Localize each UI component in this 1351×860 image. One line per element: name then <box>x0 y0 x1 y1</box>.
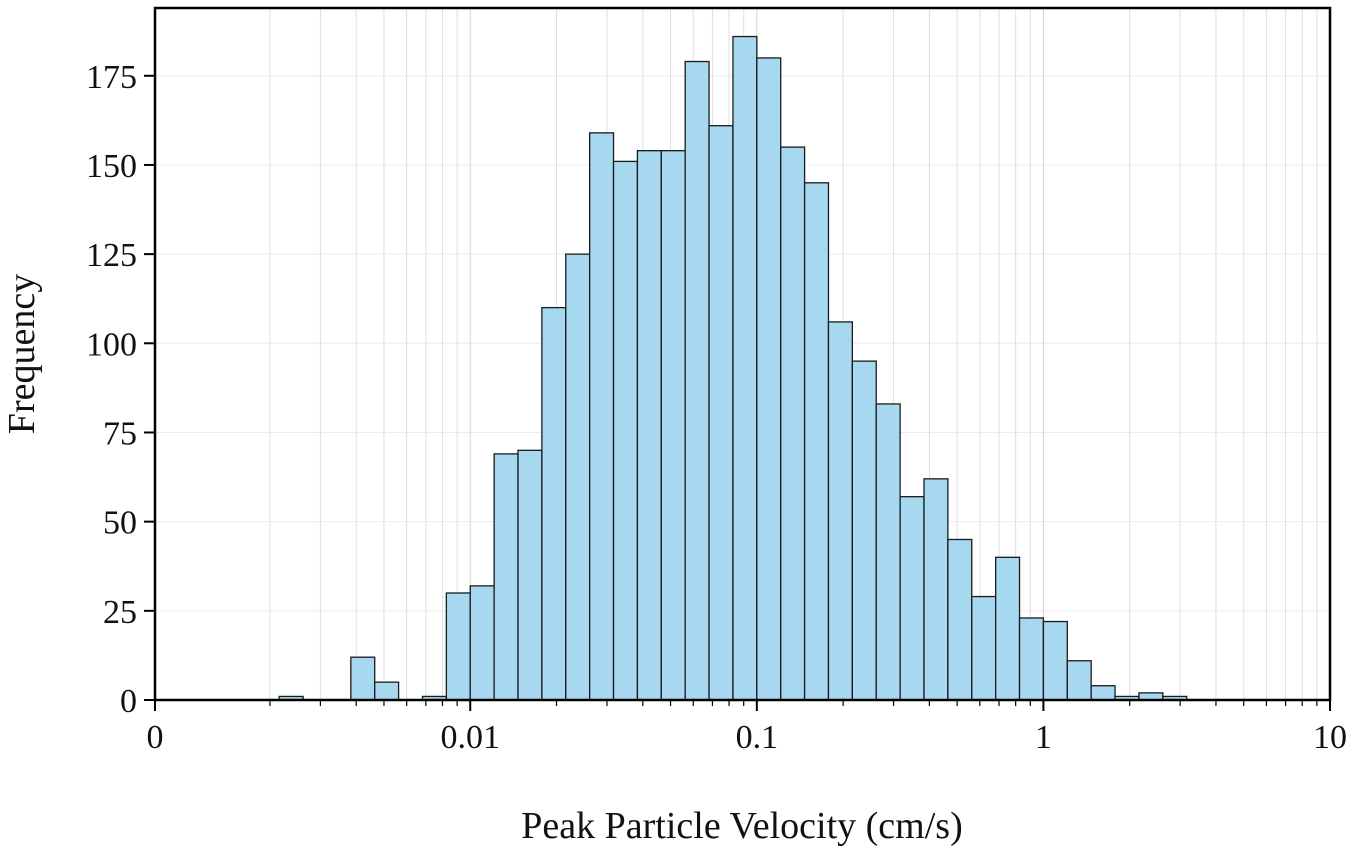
y-tick-label: 75 <box>103 415 137 452</box>
histogram-bar <box>875 403 901 701</box>
histogram-bar <box>612 160 639 701</box>
histogram-bar <box>851 360 877 701</box>
histogram-bar <box>493 453 519 701</box>
histogram-bar <box>445 592 471 701</box>
histogram-bar <box>374 681 400 701</box>
y-tick-label: 175 <box>86 59 137 96</box>
histogram-bar <box>1018 617 1045 701</box>
histogram-bar <box>780 146 806 701</box>
histogram-bar <box>684 60 710 701</box>
x-tick-label: 10 <box>1313 719 1347 756</box>
y-tick-label: 125 <box>86 237 137 274</box>
y-tick-label: 50 <box>103 505 137 542</box>
y-tick-label: 0 <box>120 683 137 720</box>
histogram-bar <box>469 585 495 701</box>
histogram-bar <box>708 125 734 701</box>
histogram-bar <box>517 449 543 701</box>
histogram-bar <box>636 150 662 701</box>
histogram-bar <box>541 306 567 701</box>
x-tick-label: 1 <box>1035 719 1052 756</box>
x-tick-label: 0 <box>147 719 164 756</box>
y-tick-label: 25 <box>103 594 137 631</box>
histogram-bar <box>947 538 973 701</box>
histogram-bar <box>803 182 830 701</box>
x-tick-label: 0.1 <box>736 719 779 756</box>
y-axis-label: Frequency <box>1 274 43 434</box>
histogram-bar <box>1042 620 1068 701</box>
histogram-bar <box>971 595 997 701</box>
histogram-bar <box>756 57 782 701</box>
histogram-bar <box>589 132 615 701</box>
y-tick-label: 150 <box>86 148 137 185</box>
y-tick-label: 100 <box>86 326 137 363</box>
histogram-bar <box>827 321 854 701</box>
histogram-bar <box>923 478 949 701</box>
histogram-bar <box>1066 660 1092 701</box>
histogram-bar <box>350 656 376 701</box>
plot-border <box>153 6 1332 702</box>
x-tick-label: 0.01 <box>440 719 500 756</box>
x-axis-label: Peak Particle Velocity (cm/s) <box>521 805 962 847</box>
histogram-bar <box>899 496 925 701</box>
histogram-bar <box>732 35 758 701</box>
histogram-bar <box>660 150 686 701</box>
histogram-bar <box>1090 685 1116 701</box>
histogram-bar <box>995 556 1021 701</box>
histogram-bar <box>565 253 591 701</box>
